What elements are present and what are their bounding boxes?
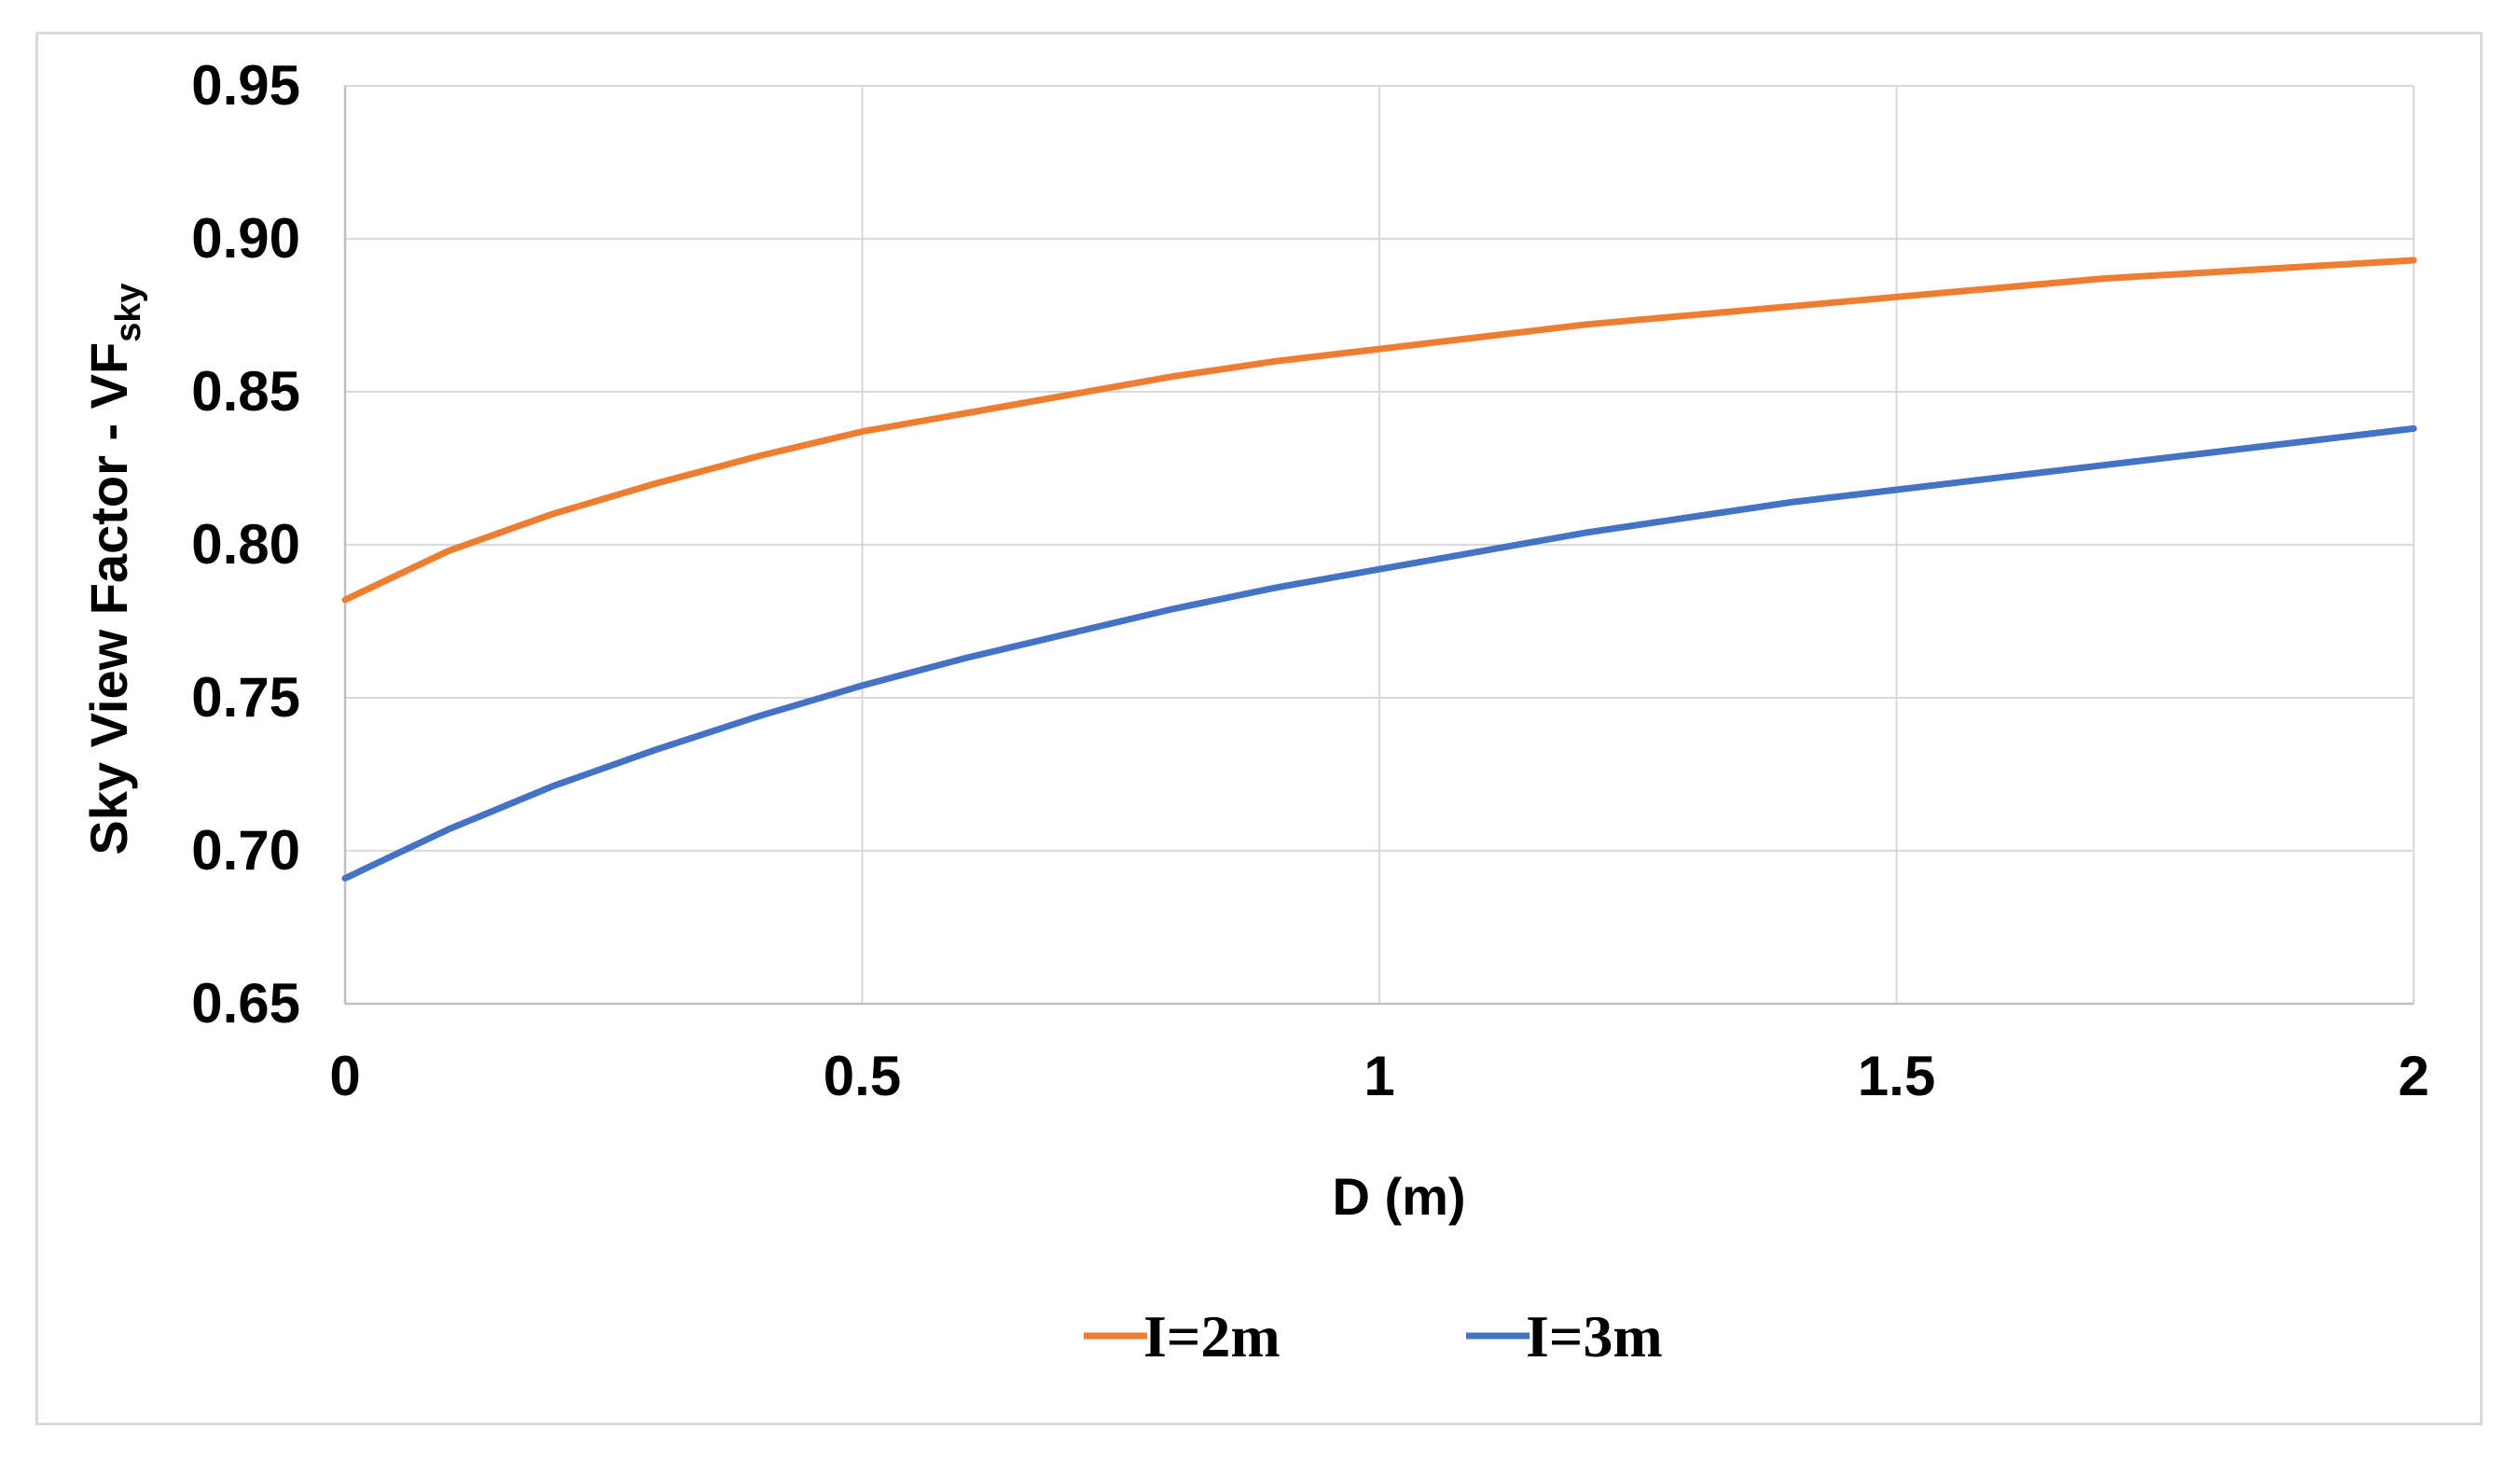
y-axis-title-main: Sky View Factor - VF bbox=[79, 342, 138, 855]
gridlines bbox=[345, 85, 2415, 1004]
x-tick-labels: 0 0.5 1 1.5 2 bbox=[329, 1045, 2429, 1107]
y-axis-title: Sky View Factor - VFsky bbox=[79, 283, 148, 855]
x-tick-label: 1.5 bbox=[1858, 1045, 1935, 1107]
legend-label: I=3m bbox=[1526, 1303, 1663, 1369]
series-line-2 bbox=[341, 424, 2417, 882]
y-tick-labels: 0.65 0.70 0.75 0.80 0.85 0.90 0.95 bbox=[191, 54, 300, 1035]
y-tick-label: 0.65 bbox=[191, 972, 300, 1035]
y-tick-label: 0.80 bbox=[191, 513, 300, 576]
series-line-1 bbox=[341, 257, 2417, 604]
x-tick-label: 0 bbox=[329, 1045, 360, 1107]
legend: I=2m I=3m bbox=[1084, 1303, 1663, 1369]
legend-label: I=2m bbox=[1143, 1303, 1281, 1369]
series-layer bbox=[341, 257, 2417, 882]
y-axis-title-subscript: sky bbox=[109, 283, 148, 341]
x-axis-title: D (m) bbox=[1332, 1167, 1465, 1226]
x-tick-label: 2 bbox=[2398, 1045, 2429, 1107]
y-tick-label: 0.85 bbox=[191, 360, 300, 423]
axes bbox=[343, 86, 2414, 1006]
y-tick-label: 0.75 bbox=[191, 666, 300, 729]
y-tick-label: 0.95 bbox=[191, 54, 300, 117]
chart-frame bbox=[35, 32, 2483, 1425]
x-tick-label: 0.5 bbox=[824, 1045, 901, 1107]
y-tick-label: 0.70 bbox=[191, 819, 300, 882]
y-tick-label: 0.90 bbox=[191, 207, 300, 270]
x-tick-label: 1 bbox=[1364, 1045, 1394, 1107]
